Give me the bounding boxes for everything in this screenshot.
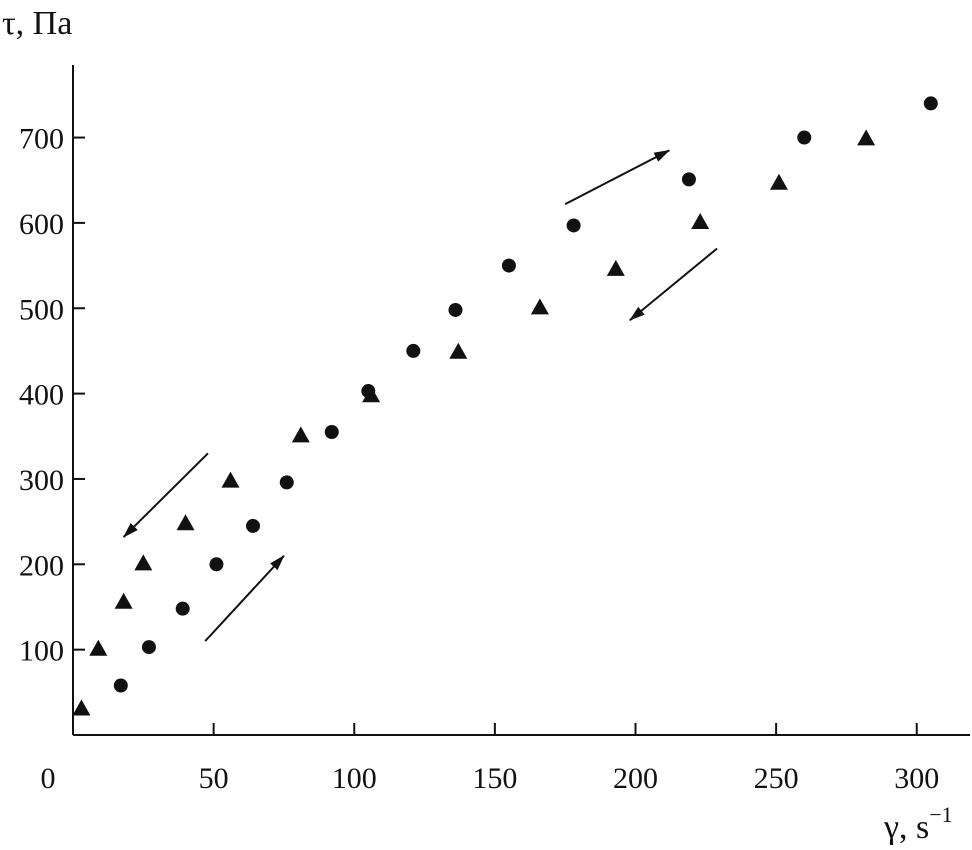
triangle-point (530, 298, 549, 315)
circle-point (566, 218, 581, 233)
circle-point (175, 601, 190, 616)
x-tick-label: 50 (199, 762, 229, 795)
circle-point (923, 96, 938, 111)
circle-point (209, 557, 224, 572)
triangle-point (606, 259, 625, 276)
x-axis-label-base: γ, s (883, 809, 929, 846)
triangle-point (221, 471, 240, 488)
data-points (72, 96, 938, 716)
x-tick-label: 150 (472, 762, 517, 795)
arrow-annotation (204, 555, 285, 642)
y-tick-label: 600 (19, 208, 64, 241)
triangle-point (857, 129, 876, 146)
y-tick-label: 700 (19, 123, 64, 156)
circle-point (141, 640, 156, 655)
circle-point (797, 130, 812, 145)
x-tick-label: 250 (754, 762, 799, 795)
triangle-point (769, 173, 788, 190)
arrow-annotation (122, 452, 209, 538)
circle-point (113, 678, 128, 693)
y-tick-label: 500 (19, 293, 64, 326)
circle-point (681, 172, 696, 187)
arrow-annotation (629, 247, 718, 321)
triangle-point (291, 426, 310, 443)
y-axis-ticks: 100 200 300 400 500 600 700 (19, 123, 85, 668)
triangle-point (114, 592, 133, 609)
x-axis-ticks: 0 50 100 150 200 250 300 (41, 723, 939, 795)
triangle-point (691, 212, 710, 229)
y-tick-label: 300 (19, 464, 64, 497)
x-tick-label: 300 (894, 762, 939, 795)
axes (72, 65, 970, 736)
x-axis-label-exponent: −1 (929, 802, 952, 827)
triangle-point (134, 554, 153, 571)
x-axis-label: γ, s−1 (883, 802, 953, 846)
circle-point (501, 258, 516, 273)
circle-point (448, 302, 463, 317)
triangle-point (176, 514, 195, 531)
circle-point (324, 425, 339, 440)
y-axis-label: τ, Па (2, 5, 72, 42)
x-tick-label: 0 (41, 762, 56, 795)
circle-point (279, 475, 294, 490)
triangle-point (72, 699, 91, 716)
arrow-annotations (122, 149, 718, 642)
triangle-point (449, 342, 468, 359)
circle-point (246, 518, 260, 533)
y-tick-label: 200 (19, 549, 64, 582)
y-tick-label: 100 (19, 635, 64, 668)
circle-point (406, 343, 421, 358)
triangle-point (362, 386, 381, 403)
x-tick-label: 100 (332, 762, 377, 795)
x-tick-label: 200 (613, 762, 658, 795)
triangle-point (89, 639, 108, 656)
arrow-annotation (564, 149, 671, 206)
y-tick-label: 400 (19, 379, 64, 412)
